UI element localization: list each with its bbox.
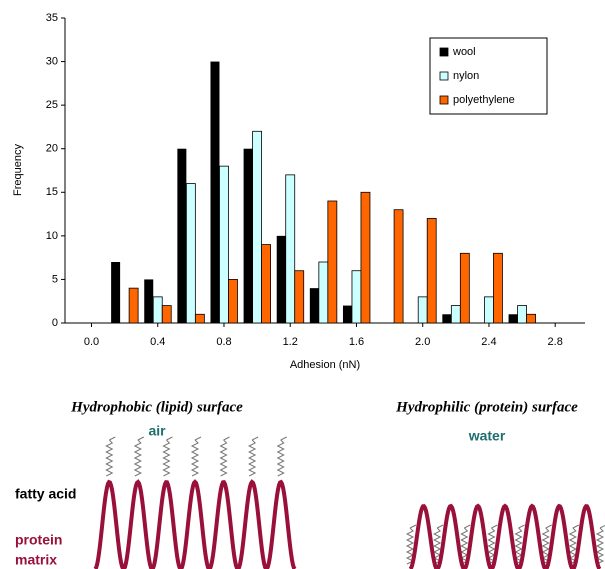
bar: [508, 314, 518, 323]
chain-head: [280, 436, 287, 441]
legend-label: wool: [452, 46, 476, 58]
bar: [285, 174, 296, 324]
chain-head: [572, 524, 580, 529]
x-tick-label: 2.0: [415, 336, 430, 348]
bar: [177, 148, 187, 323]
x-tick-label: 0.0: [84, 336, 99, 348]
x-axis-label: Adhesion (nN): [290, 359, 360, 371]
bar: [309, 288, 319, 323]
right-title: Hydrophilic (protein) surface: [395, 399, 578, 415]
protein-wave: [93, 479, 297, 569]
chain-head: [518, 524, 525, 529]
legend-box: [429, 37, 548, 115]
chain-head: [409, 524, 417, 529]
y-tick-label: 35: [46, 12, 58, 24]
fatty-acid-chain: [219, 439, 228, 477]
x-tick-label: 1.2: [283, 336, 298, 348]
fatty-acid-chain: [248, 439, 257, 477]
protein-wave: [408, 503, 602, 569]
chain-head: [166, 436, 173, 441]
bar: [360, 191, 371, 324]
bar: [526, 313, 536, 324]
bar: [128, 287, 139, 324]
y-tick-label: 0: [52, 317, 58, 329]
bar: [484, 296, 494, 324]
chain-head: [223, 436, 230, 441]
legend-label: polyethylene: [453, 94, 515, 106]
bar: [194, 313, 205, 324]
bar: [243, 148, 253, 323]
bar: [318, 261, 329, 324]
chart: Frequency Adhesion (nN) 0 5 10 15 20 25 30 35 0.…: [12, 12, 585, 371]
fatty-acid-chain: [162, 439, 171, 477]
chain-head: [436, 524, 444, 529]
chain-head: [491, 524, 498, 529]
bar: [111, 262, 121, 323]
bar: [459, 252, 470, 324]
bar: [450, 305, 461, 324]
chain-head: [109, 436, 116, 441]
bar: [144, 279, 154, 323]
x-tick-label: 1.6: [349, 336, 364, 348]
y-tick-label: 5: [52, 273, 58, 285]
bar: [210, 61, 220, 323]
matrix-label: matrix: [15, 552, 57, 568]
bar: [185, 183, 196, 324]
y-tick-label: 25: [46, 99, 58, 111]
fatty-acid-chain: [105, 439, 114, 477]
fatty-acid-chain: [405, 527, 415, 565]
legend-swatch: [439, 47, 449, 57]
y-tick-label: 15: [46, 186, 58, 198]
right-medium: water: [468, 428, 506, 444]
left-medium: air: [148, 423, 166, 439]
bar: [152, 296, 163, 324]
bar: [219, 165, 229, 324]
bar: [351, 270, 362, 324]
x-tick-label: 0.8: [216, 336, 231, 348]
bar: [228, 279, 238, 324]
chain-head: [194, 436, 202, 441]
diagram: Hydrophobic (lipid) surface air Hydrophi…: [15, 399, 605, 569]
y-tick-label: 10: [46, 230, 58, 242]
fatty-acid-label: fatty acid: [15, 486, 76, 502]
bar: [161, 305, 172, 324]
bar: [426, 218, 437, 324]
bar: [442, 314, 452, 323]
legend: wool nylon polyethylene: [429, 37, 548, 115]
bar: [252, 130, 263, 324]
fatty-acid-chain: [190, 439, 200, 477]
protein-label: protein: [15, 532, 62, 548]
bar: [342, 305, 352, 323]
bar: [276, 235, 286, 323]
chain-head: [545, 524, 552, 529]
bar: [294, 270, 305, 324]
fatty-acid-chain: [276, 439, 285, 477]
x-tick-label: 0.4: [150, 336, 165, 348]
left-title: Hydrophobic (lipid) surface: [70, 399, 243, 415]
chain-head: [137, 436, 145, 441]
x-tick-label: 2.8: [548, 336, 563, 348]
chain-head: [464, 524, 471, 529]
legend-swatch: [439, 95, 449, 105]
y-tick-label: 20: [46, 143, 58, 155]
y-axis-label: Frequency: [12, 144, 24, 196]
legend-swatch: [439, 71, 449, 81]
bar: [393, 209, 404, 324]
legend-label: nylon: [453, 70, 479, 82]
bar: [261, 244, 272, 324]
bar: [517, 305, 527, 324]
bar: [327, 200, 338, 324]
chain-head: [251, 436, 259, 441]
bar: [493, 252, 503, 324]
y-tick-label: 30: [46, 55, 58, 67]
chain-head: [599, 524, 605, 529]
x-tick-label: 2.4: [481, 336, 496, 348]
fatty-acid-chain: [133, 439, 142, 477]
bar: [417, 296, 428, 324]
